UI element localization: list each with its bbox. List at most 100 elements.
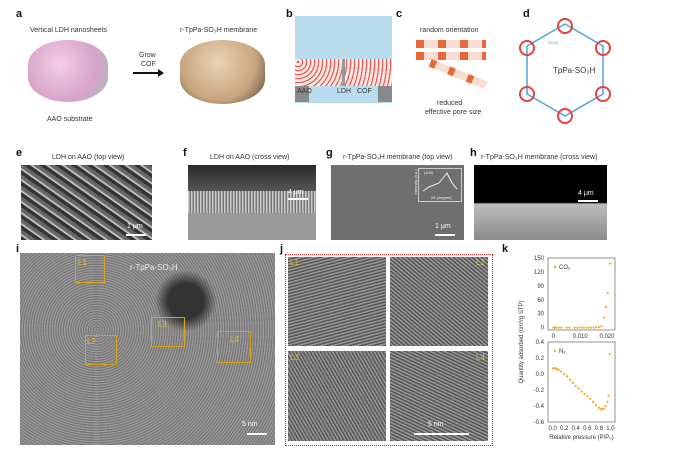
xrd-inset: (100) 2θ (degree) (418, 168, 462, 202)
legend-label: CO₂ (559, 265, 571, 271)
data-point (576, 326, 579, 329)
x-tick-label: 0.2 (560, 426, 569, 432)
x-tick-label: 1.0 (606, 426, 615, 432)
data-point (597, 326, 601, 329)
x-axis-label: Relative pressure (P/P₀) (549, 435, 614, 441)
tile-label: L1 (290, 258, 299, 267)
panel-h-label: h (470, 147, 477, 159)
data-point (606, 291, 609, 294)
data-point (554, 326, 558, 329)
tppa-structure (519, 18, 611, 124)
ldh-label: LDH (337, 88, 352, 95)
legend-marker (553, 265, 557, 269)
scale-label: 5 nm (242, 421, 258, 428)
x-tick-label: 0.6 (583, 426, 592, 432)
y-axis-label: Quantity adsorbed (cm³/g STP) (519, 300, 525, 383)
data-point (607, 394, 610, 397)
data-point (571, 381, 574, 384)
plot-frame (547, 257, 616, 331)
data-point (565, 375, 569, 378)
x-tick-label: 0.0 (548, 426, 557, 432)
data-point (609, 262, 612, 265)
data-point (599, 408, 602, 411)
panel-c-label: c (396, 8, 403, 20)
x-tick-label: 0 (552, 334, 556, 340)
panel-f-label: f (183, 147, 187, 159)
schematic-b: AAO LDH COF (295, 16, 392, 103)
tile-label: L2 (476, 258, 485, 267)
data-point (557, 368, 560, 372)
data-point (605, 305, 608, 308)
data-point (560, 370, 563, 373)
data-point (608, 352, 611, 356)
data-point (594, 404, 598, 407)
data-point (597, 406, 600, 409)
y-tick-label: 0.2 (536, 356, 545, 362)
data-point (592, 326, 595, 329)
panel-k-label: k (502, 243, 509, 255)
arrow-head-icon (158, 69, 164, 77)
sem-membrane-cross: 4 μm (474, 165, 607, 240)
data-point (601, 408, 604, 411)
panel-b-label: b (286, 8, 293, 20)
data-point (560, 326, 563, 329)
aao-substrate-label: AAO substrate (47, 116, 93, 123)
data-point (587, 326, 590, 329)
panel-g-title: r-TpPa-SO₃H membrane (top view) (343, 154, 453, 161)
y-tick-label: 0.4 (536, 340, 545, 346)
data-point (563, 372, 566, 376)
tppa-label: TpPa-SO₃H (553, 66, 596, 75)
cof-bar (416, 52, 486, 60)
y-tick-label: -0.2 (534, 388, 545, 394)
ldh-title: Vertical LDH nanosheets (30, 27, 108, 34)
scale-label: 5 nm (428, 421, 444, 428)
region-label: L4 (230, 335, 239, 344)
data-point (574, 384, 577, 388)
panel-i-title: r-TpPa-SO₃H (130, 263, 178, 272)
cof-bar-tilted (428, 59, 488, 89)
y-tick-label: 120 (534, 270, 545, 276)
sem-ldh-top: 1 μm (21, 165, 152, 240)
data-point (584, 326, 587, 329)
panel-e-label: e (16, 147, 23, 159)
region-label: L1 (78, 258, 87, 267)
grow-label: Grow (139, 52, 156, 59)
data-point (568, 326, 571, 329)
data-point (568, 378, 572, 381)
legend-label: N₂ (559, 349, 566, 355)
data-point (602, 407, 606, 410)
data-point (600, 325, 603, 328)
data-point (580, 390, 583, 393)
adsorption-chart: 0 30 60 90 120 150 0 0.010 0.020 CO₂ Quantity adso… (519, 256, 616, 441)
cof-bar (416, 40, 486, 48)
data-point (557, 326, 560, 329)
aao-label: AAO (297, 88, 312, 95)
x-tick-label: 0.4 (572, 426, 581, 432)
y-tick-label: 30 (537, 312, 544, 318)
scale-label: 1 μm (435, 223, 451, 230)
y-tick-label: -0.4 (534, 404, 545, 410)
region-label: L3 (158, 320, 167, 329)
panel-h-title: r-TpPa-SO₃H membrane (cross view) (481, 154, 598, 161)
random-orientation-label: random orientation (420, 27, 479, 34)
panel-j-label: j (280, 243, 284, 255)
so3h-label: SO₃H (548, 40, 559, 45)
sem-ldh-cross: 4 μm (188, 165, 316, 240)
panel-f-title: LDH on AAO (cross view) (210, 154, 290, 161)
scale-label: 1 μm (127, 223, 143, 230)
peak-label: (100) (424, 170, 434, 175)
membrane-disk (180, 40, 265, 104)
cof-label: COF (141, 61, 156, 68)
legend-marker (553, 349, 557, 353)
y-tick-label: 60 (537, 298, 544, 304)
cof-label-b: COF (357, 88, 372, 95)
tile-label: L3 (290, 353, 299, 362)
y-tick-label: -0.6 (534, 420, 545, 426)
panel-g-label: g (326, 147, 333, 159)
arrow-icon (133, 72, 160, 74)
pore-size-label: effective pore size (425, 109, 482, 116)
data-point (604, 404, 607, 408)
data-point (595, 326, 598, 329)
x-tick-label: 0.8 (595, 426, 604, 432)
